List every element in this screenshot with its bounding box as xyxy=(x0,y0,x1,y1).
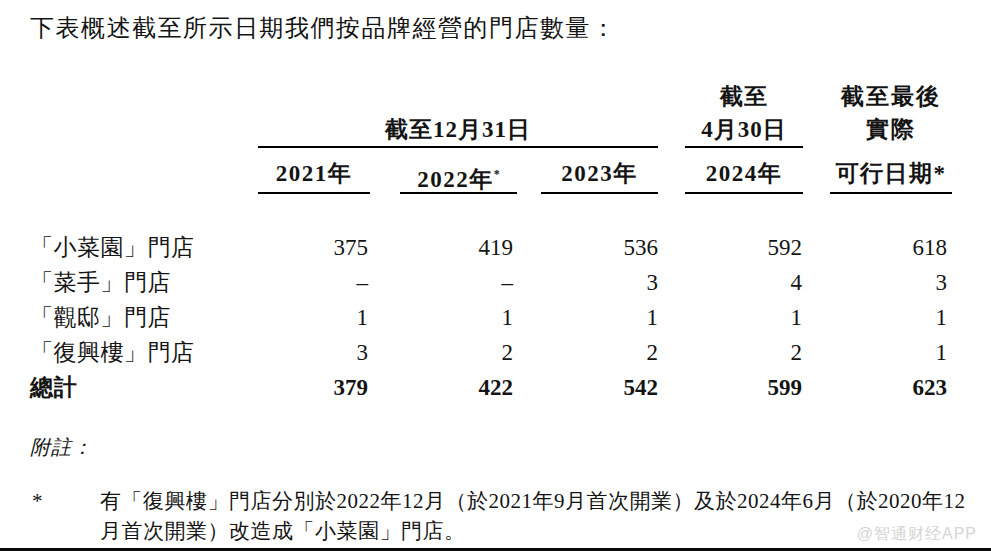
col-group-header-dec31: 截至12月31日 xyxy=(258,114,658,148)
col-header-latest-line2: 實際 xyxy=(822,113,960,146)
cell-2023: 536 xyxy=(540,230,658,265)
col-header-2023: 2023年 xyxy=(541,156,658,194)
table-row-guandi: 「觀邸」門店 1 1 1 1 1 xyxy=(0,300,991,335)
footnote-asterisk-2022: * xyxy=(494,167,500,181)
cell-2022: 2 xyxy=(395,335,513,370)
cell-2024: 4 xyxy=(684,265,802,300)
cell-2023: 2 xyxy=(540,335,658,370)
cell-2023-total: 542 xyxy=(540,370,658,405)
footnote-marker: * xyxy=(32,489,43,514)
row-label-total: 總計 xyxy=(30,370,77,405)
cell-2024: 592 xyxy=(684,230,802,265)
col-header-2022: 2022年* xyxy=(400,156,517,194)
table-row-total: 總計 379 422 542 599 623 xyxy=(0,370,991,405)
cell-latest: 618 xyxy=(829,230,947,265)
cell-2021: 375 xyxy=(250,230,368,265)
cell-2021: 3 xyxy=(250,335,368,370)
cell-2022-total: 422 xyxy=(395,370,513,405)
watermark-zhitong-caijing: @智通财经APP xyxy=(857,524,977,545)
col-header-2024-label: 2024年 xyxy=(706,161,783,186)
table-row-caishou: 「菜手」門店 – – 3 4 3 xyxy=(0,265,991,300)
col-header-latest-line1: 截至最後 xyxy=(822,80,960,113)
cell-latest: 3 xyxy=(829,265,947,300)
footnote-text-line2: 月首次開業）改造成「小菜園」門店。 xyxy=(100,516,968,546)
cell-2024: 1 xyxy=(684,300,802,335)
cell-2024: 2 xyxy=(684,335,802,370)
col-header-practicable-date: 可行日期* xyxy=(830,156,952,194)
page-title: 下表概述截至所示日期我們按品牌經營的門店數量： xyxy=(30,12,617,44)
col-header-practicable-date-label: 可行日期* xyxy=(836,161,947,186)
col-header-2021: 2021年 xyxy=(258,156,370,194)
cell-2021: – xyxy=(250,265,368,300)
footnote-text-line1: 有「復興樓」門店分別於2022年12月（於2021年9月首次開業）及於2024年… xyxy=(100,486,968,516)
cell-latest: 1 xyxy=(829,335,947,370)
table-row-xiaocaiyuan: 「小菜園」門店 375 419 536 592 618 xyxy=(0,230,991,265)
cell-2024-total: 599 xyxy=(684,370,802,405)
bottom-border-rule xyxy=(0,548,991,551)
footnote-text: 有「復興樓」門店分別於2022年12月（於2021年9月首次開業）及於2024年… xyxy=(100,486,968,546)
cell-2023: 1 xyxy=(540,300,658,335)
table-row-fuxinglou: 「復興樓」門店 3 2 2 2 1 xyxy=(0,335,991,370)
cell-2021-total: 379 xyxy=(250,370,368,405)
cell-latest: 1 xyxy=(829,300,947,335)
row-label: 「小菜園」門店 xyxy=(30,230,195,265)
cell-2023: 3 xyxy=(540,265,658,300)
col-header-apr30-line2: 4月30日 xyxy=(685,113,803,146)
row-label: 「復興樓」門店 xyxy=(30,335,195,370)
cell-2022: – xyxy=(395,265,513,300)
col-header-2021-label: 2021年 xyxy=(276,161,353,186)
cell-2022: 419 xyxy=(395,230,513,265)
col-header-latest-practicable: 截至最後 實際 xyxy=(822,80,960,146)
col-header-2023-label: 2023年 xyxy=(561,161,638,186)
col-header-apr30: 截至 4月30日 xyxy=(685,80,803,148)
cell-2022: 1 xyxy=(395,300,513,335)
col-header-apr30-line1: 截至 xyxy=(685,80,803,113)
notes-heading: 附註： xyxy=(30,434,93,461)
cell-latest-total: 623 xyxy=(829,370,947,405)
row-label: 「觀邸」門店 xyxy=(30,300,171,335)
row-label: 「菜手」門店 xyxy=(30,265,171,300)
col-header-2022-label: 2022年 xyxy=(417,167,494,192)
document-page: 下表概述截至所示日期我們按品牌經營的門店數量： 截至12月31日 截至 4月30… xyxy=(0,0,991,553)
col-header-2024: 2024年 xyxy=(685,156,803,194)
cell-2021: 1 xyxy=(250,300,368,335)
